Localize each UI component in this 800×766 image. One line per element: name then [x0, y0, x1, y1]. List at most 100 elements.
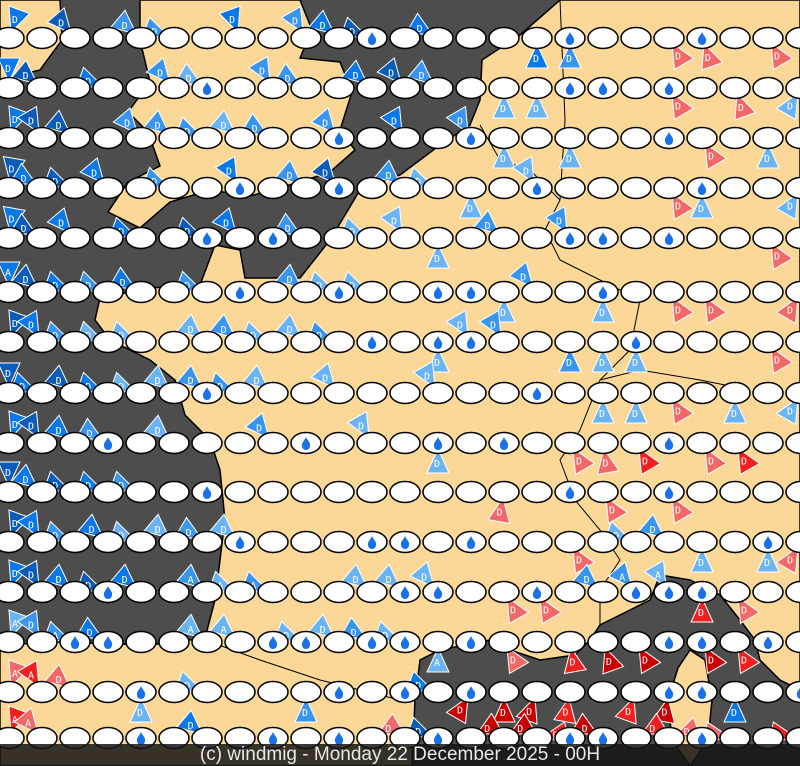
wind-marker: D — [44, 663, 72, 689]
weather-station — [125, 530, 157, 554]
station-ellipse — [92, 126, 124, 150]
rain-drop-icon — [532, 387, 542, 400]
wind-marker: D — [275, 263, 303, 289]
station-ellipse — [158, 26, 190, 50]
station-ellipse — [59, 76, 91, 100]
wind-label: D — [599, 409, 605, 420]
station-ellipse — [92, 381, 124, 405]
wind-label: D — [662, 708, 668, 719]
wind-label: D — [292, 17, 298, 28]
wind-triangle — [671, 397, 695, 426]
wind-triangle — [563, 646, 587, 675]
wind-marker: D — [176, 313, 204, 339]
wind-marker: D — [704, 447, 728, 476]
wind-label: D — [56, 426, 62, 437]
wind-label: D — [632, 358, 638, 369]
wind-marker: D — [638, 513, 666, 539]
wind-marker: D — [756, 142, 780, 169]
weather-station — [0, 680, 25, 704]
weather-station — [125, 431, 157, 455]
weather-station — [455, 126, 487, 150]
weather-station — [92, 176, 124, 200]
weather-station — [389, 630, 421, 654]
weather-station — [620, 330, 652, 354]
weather-station — [653, 680, 685, 704]
wind-marker: D — [596, 447, 620, 476]
wind-marker: D — [638, 447, 662, 476]
rain-drop-icon — [103, 586, 113, 599]
station-ellipse — [686, 480, 718, 504]
wind-label: D — [188, 325, 194, 336]
wind-label: D — [28, 521, 34, 532]
wind-label: D — [155, 426, 161, 437]
station-ellipse — [554, 580, 586, 604]
wind-triangle — [770, 42, 794, 71]
wind-triangle — [459, 192, 483, 219]
wind-label: D — [625, 707, 631, 718]
wind-triangle — [310, 362, 336, 390]
wind-label: D — [774, 51, 780, 62]
wind-marker: D — [506, 596, 530, 625]
weather-station — [389, 330, 421, 354]
weather-station — [356, 26, 388, 50]
weather-station — [785, 330, 800, 354]
wind-marker: D — [445, 309, 469, 338]
wind-label: D — [391, 217, 397, 228]
station-ellipse — [719, 176, 751, 200]
wind-triangle — [275, 159, 303, 185]
weather-station — [587, 580, 619, 604]
wind-label: D — [675, 101, 681, 112]
rain-drop-icon — [433, 437, 443, 450]
wind-marker: D — [275, 159, 303, 185]
station-ellipse — [125, 226, 157, 250]
weather-station — [719, 680, 751, 704]
station-ellipse — [0, 630, 25, 654]
weather-station — [785, 580, 800, 604]
weather-station — [59, 280, 91, 304]
wind-label: D — [434, 358, 440, 369]
weather-station — [521, 126, 553, 150]
weather-station — [389, 126, 421, 150]
weather-station — [59, 330, 91, 354]
weather-station — [422, 126, 454, 150]
wind-marker: D — [563, 646, 587, 675]
wind-marker: D — [701, 42, 724, 71]
station-ellipse — [125, 530, 157, 554]
wind-label: D — [322, 374, 328, 385]
wind-label: A — [12, 619, 18, 630]
wind-label: D — [56, 376, 62, 387]
station-ellipse — [257, 381, 289, 405]
weather-station — [422, 680, 454, 704]
wind-marker: D — [508, 261, 534, 289]
rain-drop-icon — [400, 586, 410, 599]
rain-drop-icon — [565, 486, 575, 499]
station-ellipse — [26, 530, 58, 554]
wind-marker: D — [734, 92, 757, 121]
wind-marker: D — [110, 563, 138, 589]
rain-drop-icon — [565, 732, 575, 745]
wind-label: D — [708, 655, 714, 666]
wind-marker: D — [11, 463, 39, 489]
wind-marker: A — [13, 707, 39, 735]
weather-station — [422, 76, 454, 100]
wind-label: A — [655, 571, 661, 582]
station-ellipse — [554, 280, 586, 304]
weather-station — [26, 480, 58, 504]
station-ellipse — [620, 126, 652, 150]
wind-triangle — [487, 496, 511, 525]
weather-station — [356, 431, 388, 455]
station-ellipse — [587, 26, 619, 50]
wind-marker: D — [671, 42, 695, 71]
wind-label: D — [556, 217, 562, 228]
weather-station — [323, 26, 355, 50]
wind-triangle — [46, 7, 72, 35]
wind-label: A — [188, 625, 194, 636]
weather-station — [686, 226, 718, 250]
weather-station — [653, 630, 685, 654]
weather-station — [719, 226, 751, 250]
wind-triangle — [770, 346, 794, 375]
weather-station — [587, 431, 619, 455]
wind-label: D — [58, 219, 64, 230]
station-ellipse — [620, 280, 652, 304]
weather-station — [785, 431, 800, 455]
